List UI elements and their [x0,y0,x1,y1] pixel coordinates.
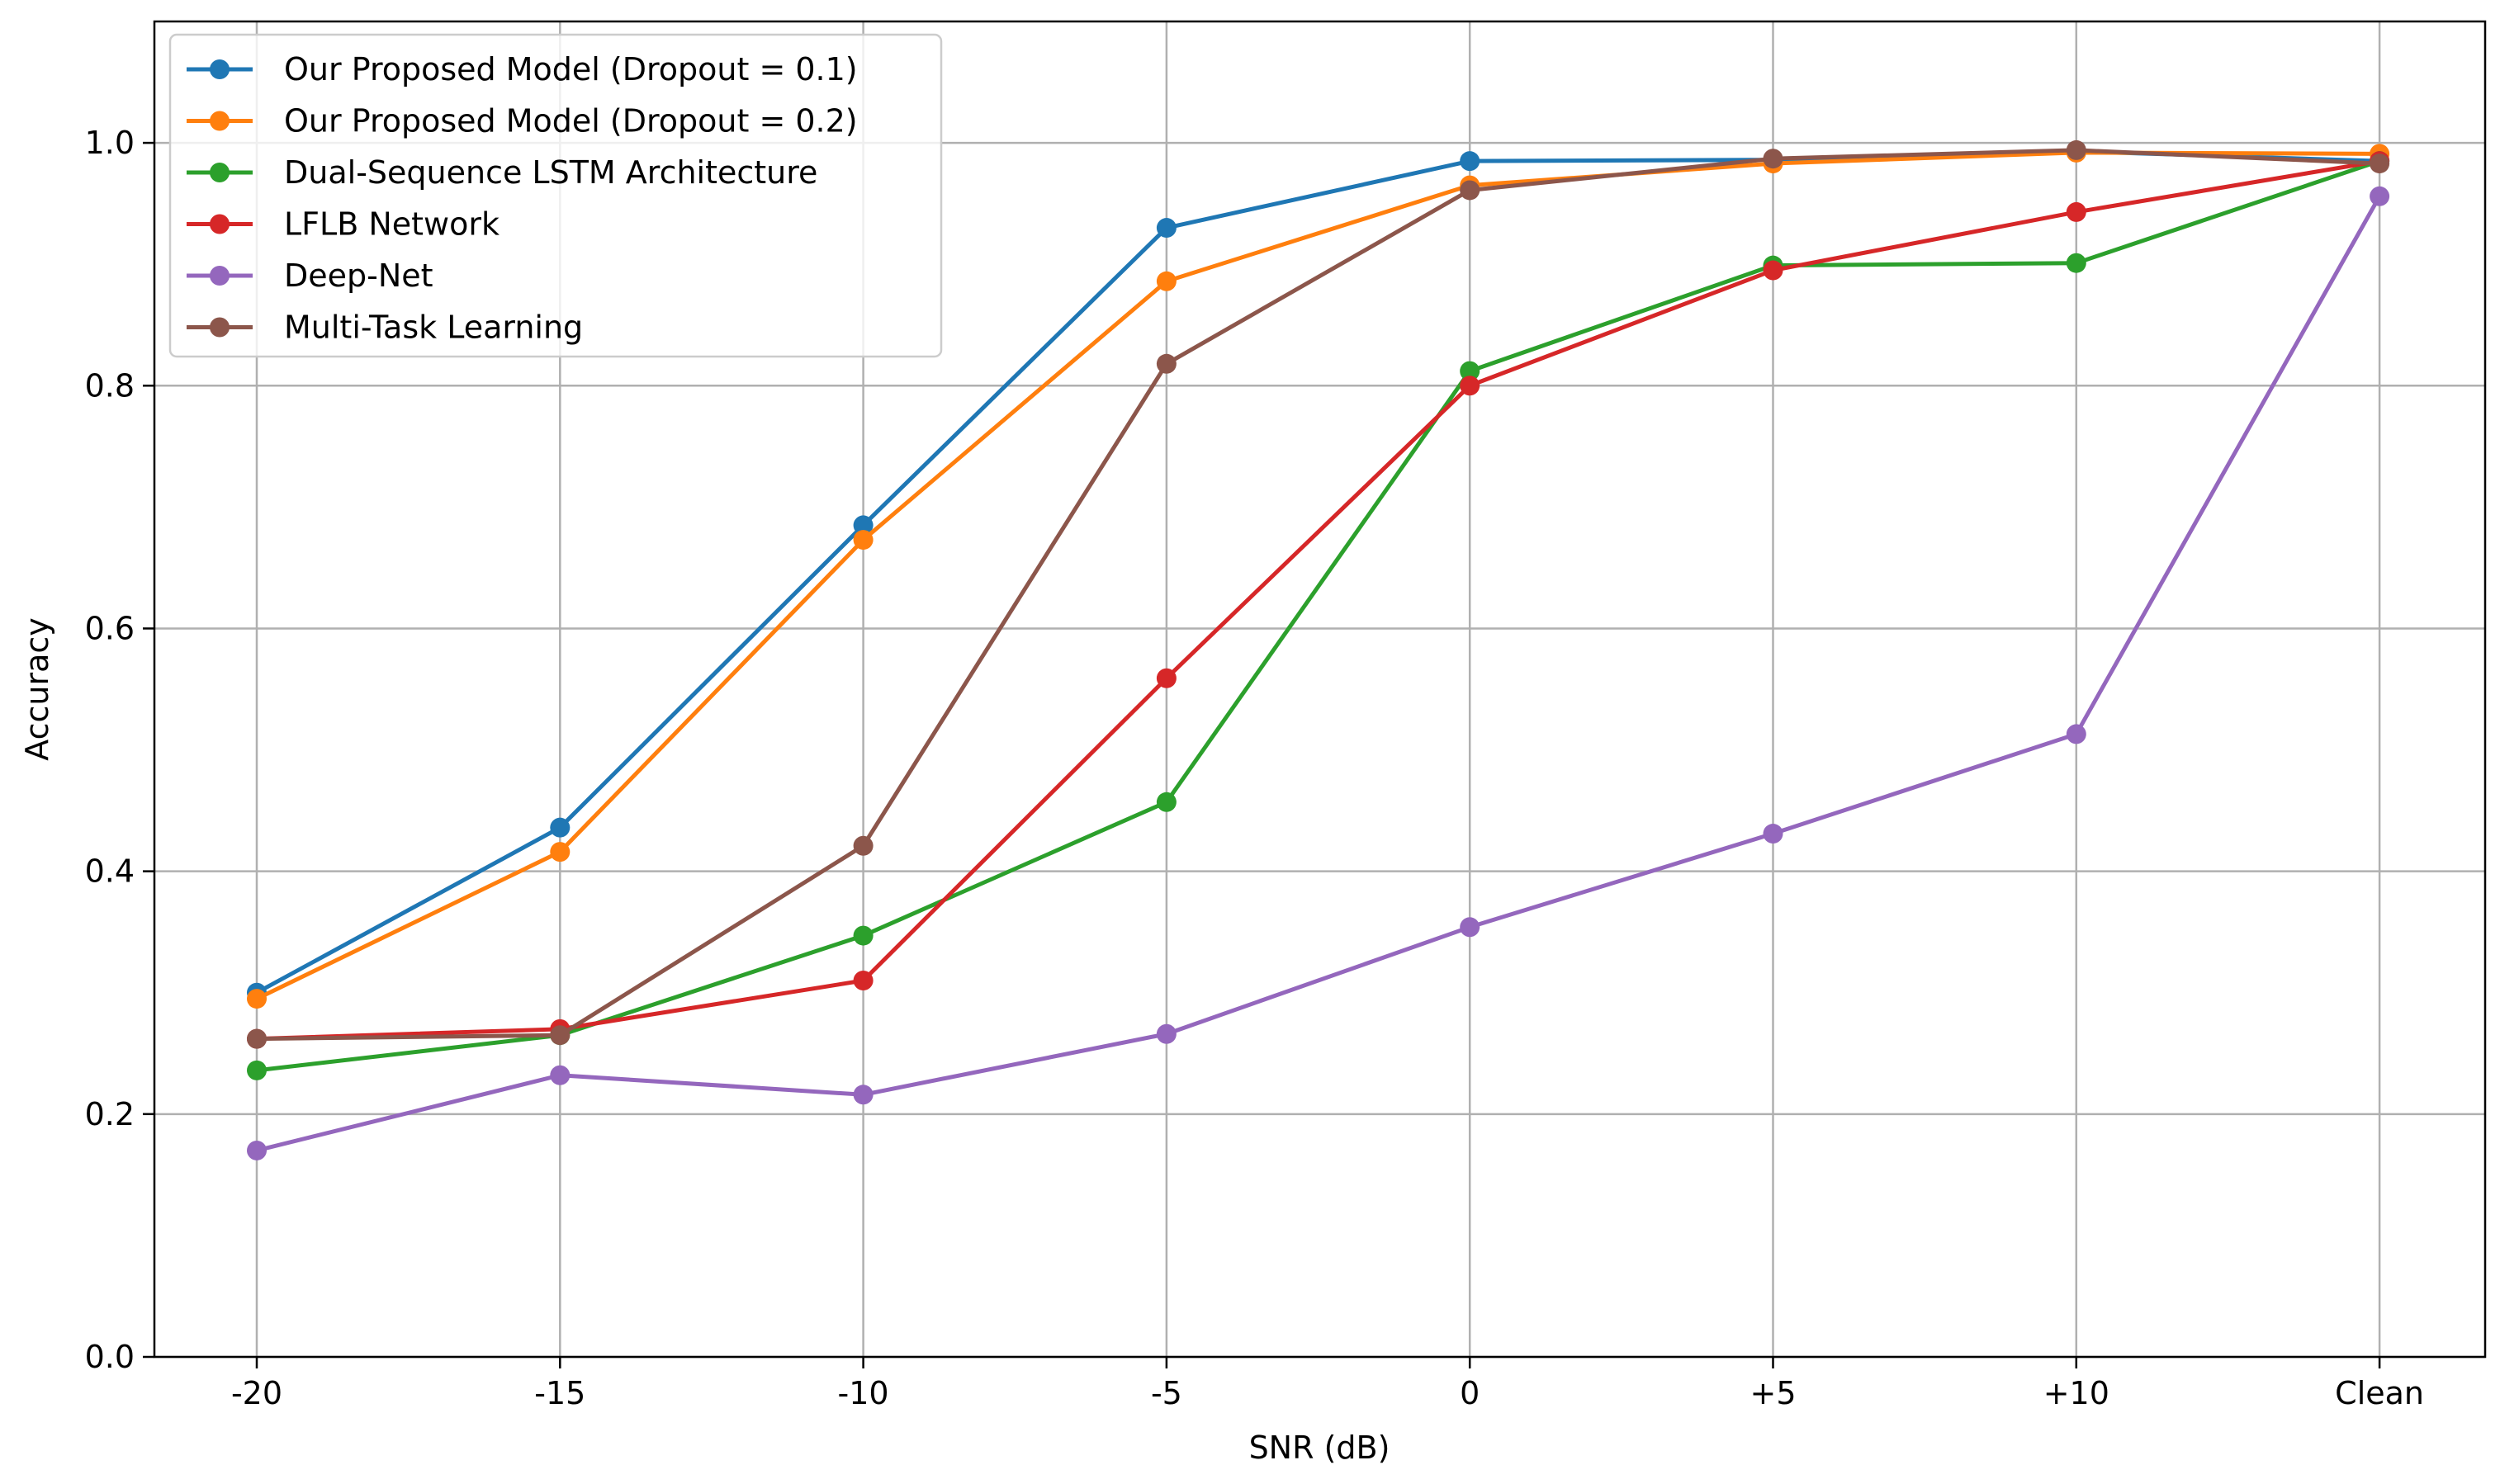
plot-frame [153,20,2487,1359]
data-point [853,1085,874,1105]
data-point [853,530,874,551]
x-axis-label: SNR (dB) [1249,1430,1390,1466]
data-point [2066,139,2086,160]
series-line [256,158,2380,1042]
data-point [1156,668,1177,688]
legend-entry: Our Proposed Model (Dropout = 0.1) [284,51,858,87]
x-tick-label: +5 [1750,1375,1796,1411]
legend-entry: LFLB Network [284,206,500,243]
legend-marker [210,266,230,286]
legend: Our Proposed Model (Dropout = 0.1) Our Pr… [168,33,943,358]
data-point [2370,154,2390,174]
data-point [1460,180,1480,201]
x-tick-label: -20 [231,1375,282,1411]
data-point [1460,151,1480,172]
data-point [1763,149,1783,169]
series-line [256,158,2380,1073]
data-point [1763,260,1783,281]
y-tick-label: 1.0 [85,125,135,161]
data-point [2066,724,2086,744]
series-line [256,148,2380,1042]
data-point [247,1060,267,1080]
x-axis: -20 -15 -10 -5 0 +5 +10 Clean [231,1357,2424,1411]
legend-marker [210,317,230,338]
legend-entry: Dual-Sequence LSTM Architecture [284,154,817,191]
y-tick-label: 0.4 [85,853,135,890]
data-point [247,1140,267,1160]
data-point [247,989,267,1009]
data-point [1156,353,1177,374]
data-point [853,515,874,536]
series-line [256,195,2382,1153]
legend-entry: Our Proposed Model (Dropout = 0.2) [284,103,858,139]
legend-marker [210,163,230,182]
y-tick-label: 0.0 [85,1339,135,1375]
data-point [550,817,571,838]
x-tick-label: 0 [1460,1375,1480,1411]
data-point [2066,253,2086,273]
data-point [550,1025,571,1046]
y-axis: 0.0 0.2 0.4 0.6 0.8 1.0 [85,125,154,1375]
data-point [1763,824,1783,844]
data-point [550,1065,571,1085]
data-point [1460,361,1480,381]
y-axis-label: Accuracy [19,617,55,761]
legend-marker [210,214,230,234]
legend-marker [210,59,230,79]
legend-box [168,33,943,358]
data-point [247,1028,267,1049]
legend-marker [210,111,230,131]
legend-entry: Multi-Task Learning [284,310,583,346]
data-point [2066,201,2086,222]
data-point [1156,271,1177,291]
x-tick-label: -10 [838,1375,889,1411]
data-point [853,835,874,856]
data-point [1156,1023,1177,1044]
data-point [1156,218,1177,239]
y-tick-label: 0.8 [85,367,135,404]
series-line [255,150,2380,1001]
data-point [1156,792,1177,812]
x-tick-label: -15 [534,1375,585,1411]
data-point [2370,186,2390,206]
legend-entry: Deep-Net [284,258,433,294]
series-group [247,139,2390,1160]
data-point [550,842,571,863]
data-point [853,925,874,946]
data-point [1460,376,1480,396]
x-tick-label: +10 [2043,1375,2109,1411]
data-point [853,971,874,991]
y-tick-label: 0.2 [85,1096,135,1132]
y-tick-label: 0.6 [85,610,135,646]
data-point [1460,917,1480,938]
x-tick-label: Clean [2335,1375,2424,1411]
x-tick-label: -5 [1151,1375,1182,1411]
